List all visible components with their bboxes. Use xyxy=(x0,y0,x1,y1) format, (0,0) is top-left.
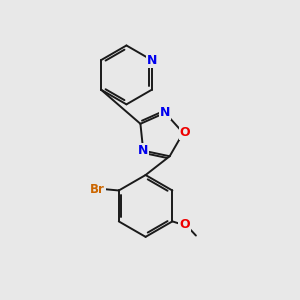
Text: N: N xyxy=(160,106,170,119)
Text: O: O xyxy=(180,126,190,140)
Text: N: N xyxy=(138,144,148,157)
Text: Br: Br xyxy=(90,182,105,196)
Text: N: N xyxy=(147,54,157,67)
Text: O: O xyxy=(179,218,190,231)
